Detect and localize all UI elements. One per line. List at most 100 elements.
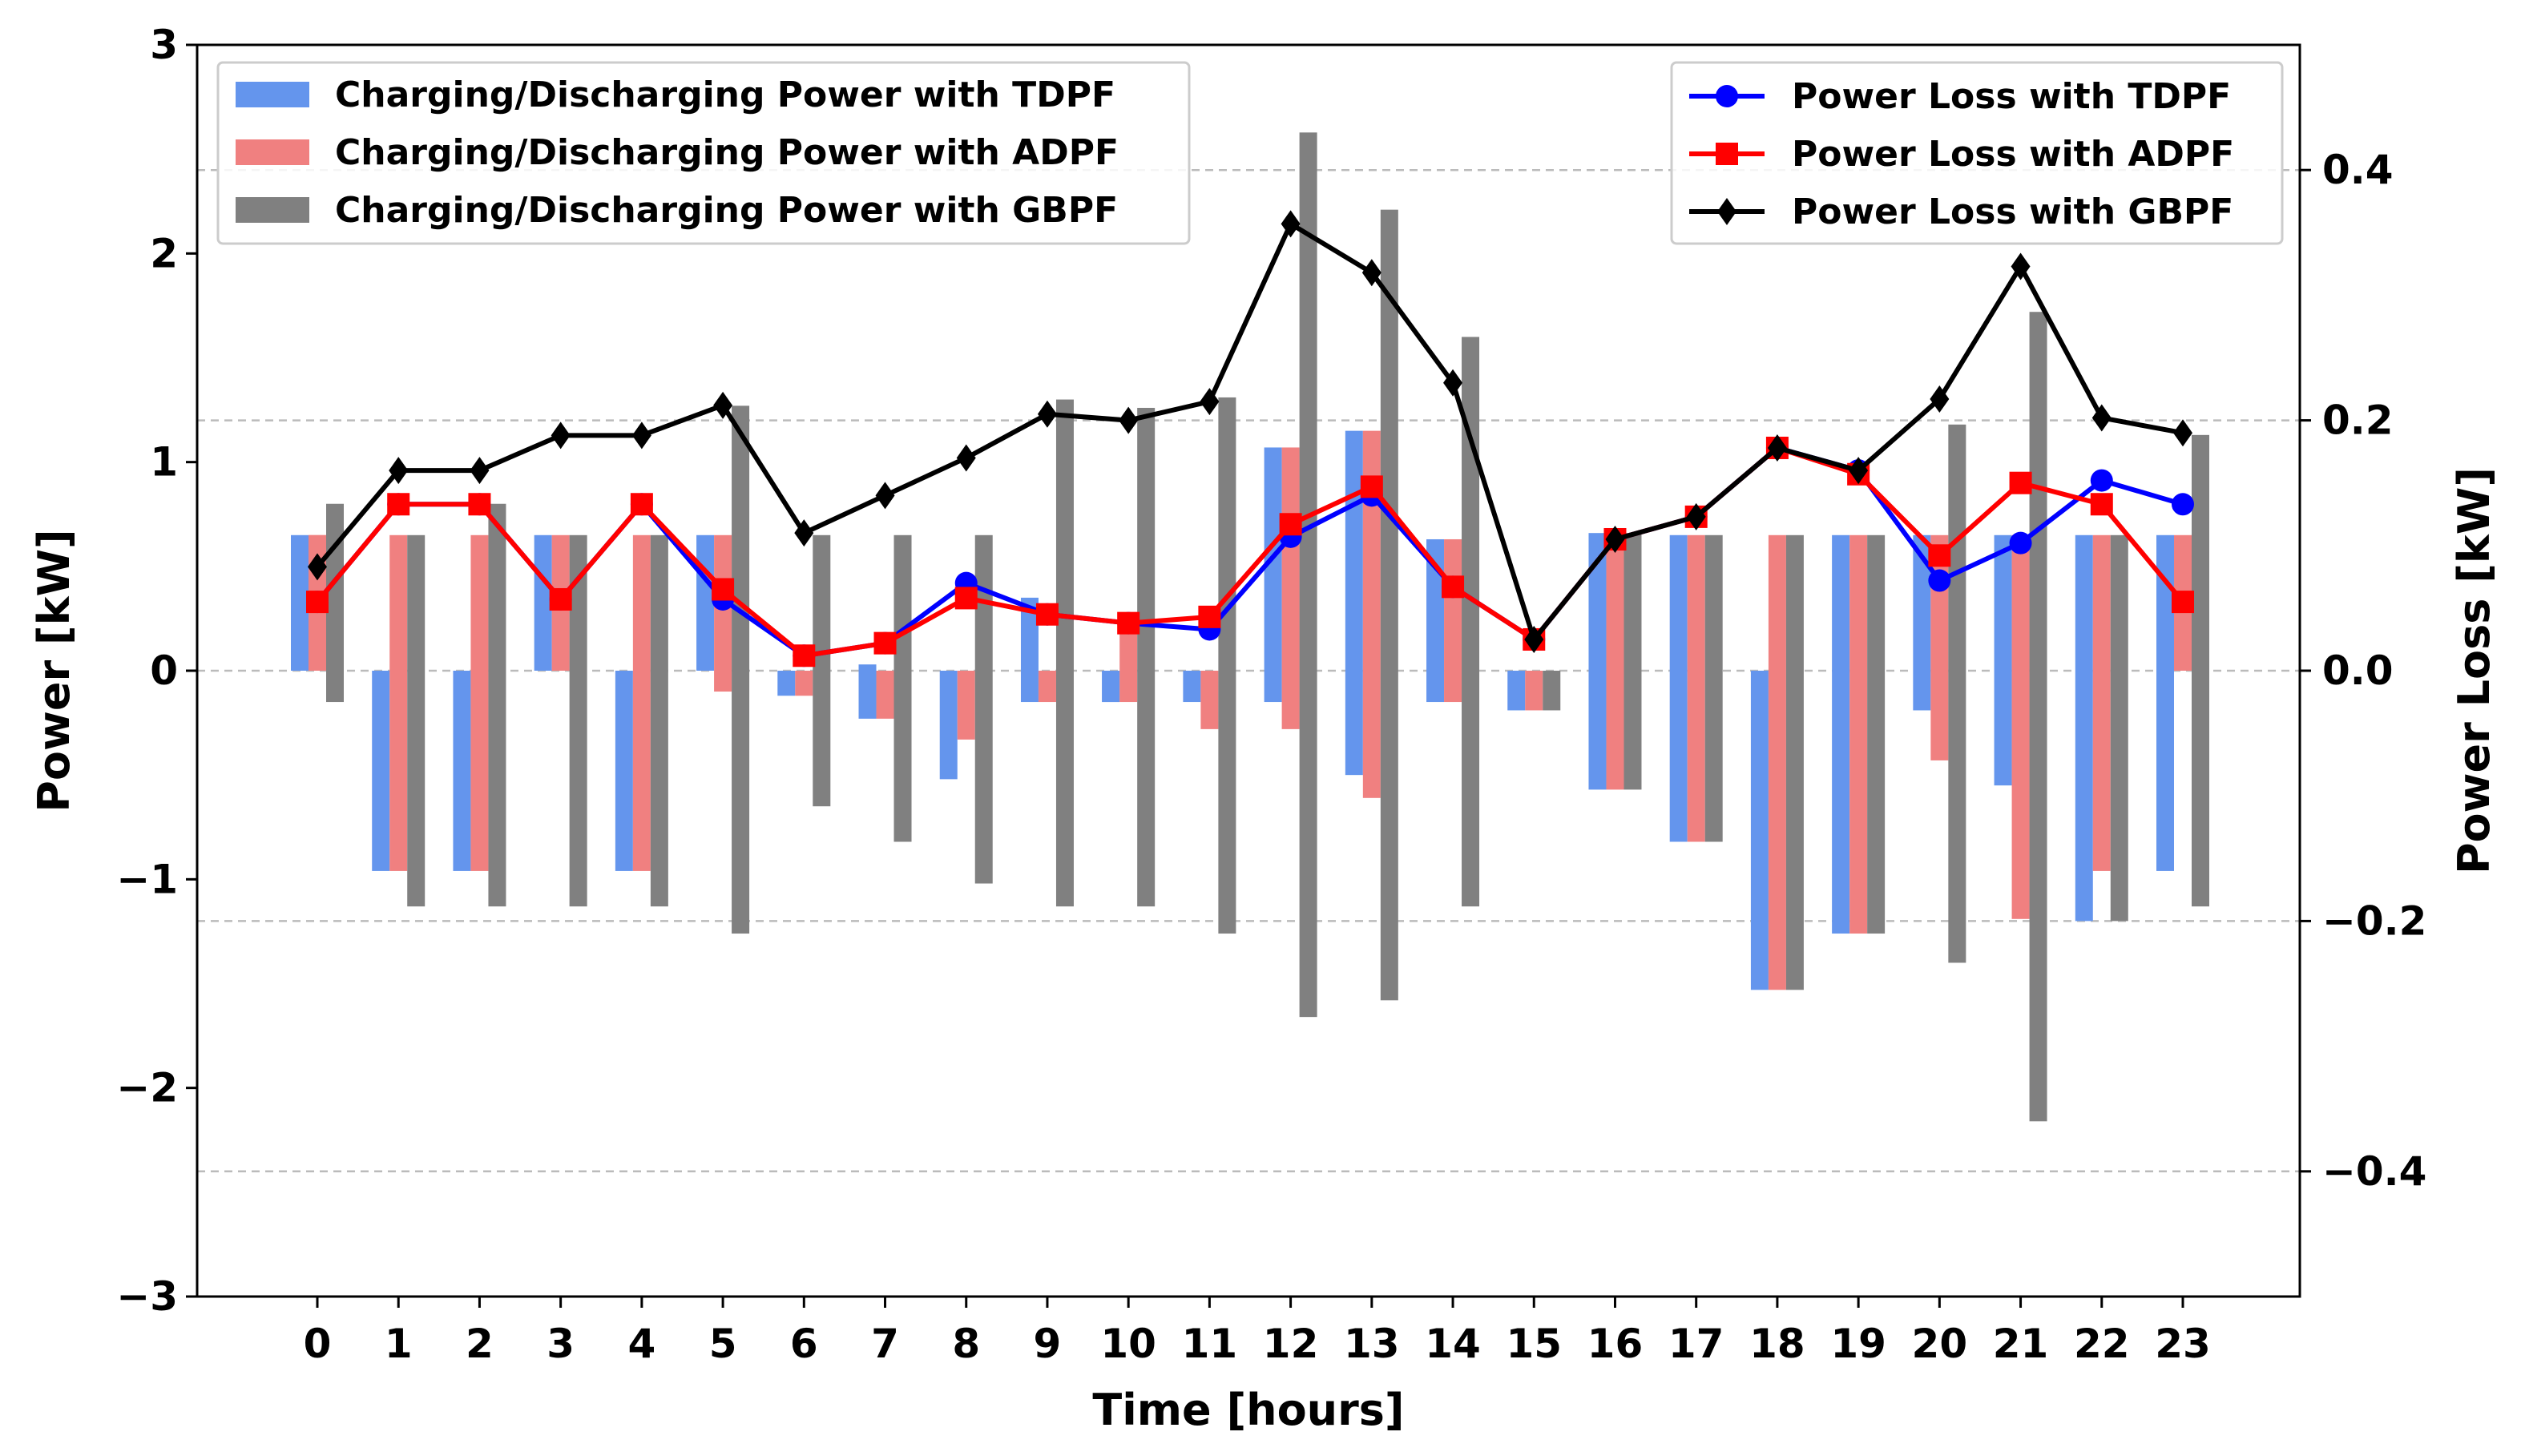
bar [1380, 209, 1398, 671]
bar [1426, 671, 1445, 703]
bar [1055, 399, 1074, 671]
bar [1785, 671, 1804, 990]
bar [1462, 671, 1480, 907]
x-tick-label: 15 [1506, 1321, 1562, 1367]
legend-entry-label: Charging/Discharging Power with GBPF [335, 190, 1118, 231]
line-point [1035, 603, 1059, 626]
bar [453, 671, 471, 871]
x-tick-label: 3 [547, 1321, 575, 1367]
bar [372, 671, 390, 871]
bar [1218, 671, 1236, 934]
line-point [1361, 259, 1381, 287]
x-tick-label: 0 [304, 1321, 332, 1367]
bar [1507, 671, 1526, 711]
line-point [2009, 471, 2032, 494]
bar [1020, 671, 1039, 703]
legend-box [1670, 61, 2284, 245]
bar [1913, 671, 1931, 711]
bar [1849, 671, 1868, 934]
bar [1994, 534, 2012, 671]
line-point [631, 421, 651, 450]
line-point [1281, 210, 1301, 238]
bar [1768, 671, 1786, 990]
line-point [470, 457, 490, 485]
y2-tick-label: −0.4 [2322, 1148, 2426, 1195]
line-point [2090, 469, 2113, 492]
x-tick-label: 20 [1912, 1321, 1968, 1367]
bar [1867, 671, 1886, 934]
legend-entry-label: Charging/Discharging Power with TDPF [335, 75, 1115, 115]
bar [813, 534, 831, 671]
line-point [468, 493, 491, 516]
line-point [1928, 544, 1951, 567]
series-line [315, 221, 2184, 642]
bar-series-group [291, 132, 2209, 1122]
bar [974, 671, 993, 884]
y-tick-label: −1 [116, 856, 178, 902]
line-point [1117, 611, 1140, 635]
bar [1462, 337, 1480, 671]
y2-tick-label: 0.2 [2322, 397, 2394, 444]
bar [569, 534, 587, 671]
bar [470, 671, 489, 871]
x-tick-label: 21 [1993, 1321, 2049, 1367]
bar [1867, 534, 1886, 671]
bar [1281, 447, 1300, 671]
x-axis-label: Time [hours] [1092, 1385, 1404, 1435]
line-point [1279, 513, 1302, 536]
bar [1994, 671, 2012, 786]
bar [732, 671, 750, 934]
x-tick-label: 19 [1830, 1321, 1886, 1367]
y2-tick-label: −0.2 [2322, 897, 2426, 944]
bar [615, 671, 633, 871]
bar [1832, 671, 1850, 934]
legend-bars: Charging/Discharging Power with TDPF Char… [216, 61, 1191, 245]
bar [1704, 534, 1723, 671]
line-series-2 [308, 210, 2192, 653]
line-point [2091, 404, 2112, 432]
y-tick-label: 0 [150, 647, 178, 694]
line-point [875, 482, 895, 510]
line-point [1443, 369, 1463, 397]
line-point [954, 587, 978, 610]
bar [326, 503, 344, 671]
bar [1020, 597, 1039, 671]
x-tick-label: 11 [1182, 1321, 1238, 1367]
legend-entry-label: Power Loss with GBPF [1792, 192, 2233, 232]
bar [2192, 671, 2209, 907]
series-line [315, 445, 2184, 659]
line-point [630, 493, 653, 516]
bar [1119, 671, 1138, 703]
bar [407, 534, 426, 671]
line-point [2090, 493, 2113, 516]
bar [1624, 671, 1642, 790]
line-point [2173, 419, 2192, 447]
x-tick-label: 5 [709, 1321, 737, 1367]
line-point [1686, 502, 1706, 530]
legend-marker [1716, 85, 1738, 107]
series-line [315, 445, 2185, 659]
line-point [1767, 434, 1787, 462]
y-tick-label: −3 [116, 1273, 178, 1320]
line-point [1198, 605, 1221, 628]
line-point [1930, 385, 1950, 413]
bar [1137, 671, 1156, 907]
bar [1948, 671, 1966, 963]
bar [1264, 671, 1282, 703]
line-series-0 [306, 436, 2194, 668]
bar [1687, 534, 1705, 671]
line-point [2009, 531, 2032, 555]
bar [650, 671, 668, 907]
bar [1444, 671, 1462, 703]
x-tick-label: 14 [1425, 1321, 1481, 1367]
bar [291, 534, 309, 671]
bar [534, 534, 552, 671]
x-tick-label: 7 [871, 1321, 899, 1367]
y-tick-label: 2 [150, 230, 178, 276]
bar [650, 534, 668, 671]
y-tick-label: 3 [150, 22, 178, 68]
x-tick-label: 2 [466, 1321, 494, 1367]
bar [1704, 671, 1723, 842]
bar [1200, 671, 1219, 729]
